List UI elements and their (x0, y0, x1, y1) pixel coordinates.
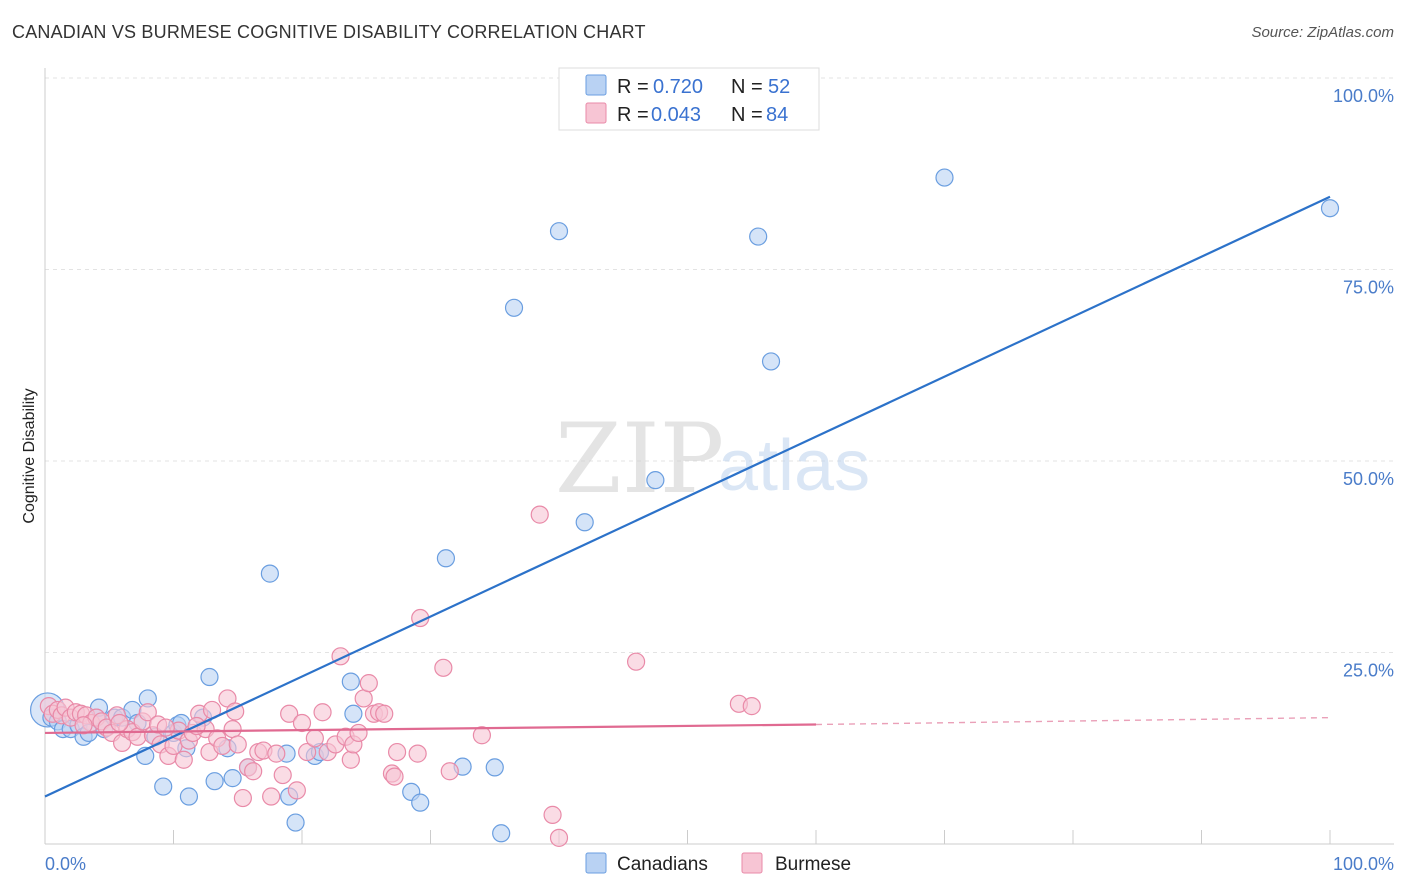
canadians-point-50 (935, 168, 954, 187)
burmese-point-61 (354, 689, 373, 708)
legend-n-value-burmese: 84 (766, 104, 788, 126)
canadians-point-43 (492, 824, 511, 843)
canadians-point-49 (761, 352, 781, 371)
burmese-point-74 (530, 505, 549, 524)
y-tick-label-50: 50.0% (1343, 469, 1394, 489)
canadians-point-23 (179, 787, 199, 806)
canadians-point-30 (260, 564, 279, 583)
y-tick-label-25: 25.0% (1343, 661, 1394, 681)
grid-lines (45, 77, 1394, 653)
x-tick-label-min: 0.0% (45, 854, 86, 874)
legend-r-value-burmese: 0.043 (651, 104, 701, 126)
legend-swatch-burmese (585, 102, 607, 124)
burmese-point-62 (359, 674, 378, 693)
watermark: ZIP atlas (555, 403, 870, 515)
burmese-point-51 (298, 742, 317, 762)
y-axis-label: Cognitive Disability (21, 388, 38, 523)
x-tick-label-max: 100.0% (1333, 854, 1394, 874)
watermark-zip: ZIP (555, 403, 724, 515)
burmese-point-27 (174, 750, 193, 769)
burmese-point-20 (138, 703, 157, 722)
burmese-point-73 (472, 726, 491, 745)
canadians-point-25 (200, 667, 219, 687)
burmese-point-39 (228, 735, 247, 754)
canadians-point-36 (341, 672, 360, 691)
legend-r-label-canadians: R = (617, 76, 649, 98)
burmese-point-80 (74, 716, 93, 735)
chart-title: CANADIAN VS BURMESE COGNITIVE DISABILITY… (12, 22, 646, 42)
burmese-point-76 (549, 828, 569, 847)
burmese-point-75 (543, 805, 562, 824)
burmese-point-67 (385, 767, 404, 786)
canadians-point-33 (286, 813, 305, 832)
burmese-point-72 (440, 762, 459, 781)
legend-swatch-canadians (585, 74, 607, 96)
burmese-point-46 (267, 744, 286, 763)
canadians-point-46 (575, 513, 594, 532)
canadians-point-47 (646, 471, 665, 490)
series-burmese (39, 505, 761, 847)
canadians-trend-line (44, 195, 1331, 798)
series-legend: Canadians Burmese (585, 852, 851, 875)
burmese-point-45 (262, 787, 281, 806)
burmese-point-53 (313, 703, 332, 722)
y-tick-labels: 25.0% 50.0% 75.0% 100.0% (1333, 86, 1394, 681)
burmese-point-50 (292, 713, 312, 733)
canadians-point-18 (154, 777, 173, 796)
canadians-point-51 (1320, 199, 1340, 218)
burmese-point-48 (280, 704, 299, 723)
bottom-legend-swatch-burmese (741, 852, 763, 874)
burmese-point-71 (434, 658, 453, 677)
burmese-point-68 (387, 742, 407, 762)
correlation-legend: R = 0.720 N = 52 R = 0.043 N = 84 (558, 67, 820, 131)
y-tick-label-75: 75.0% (1343, 278, 1394, 298)
legend-n-label-canadians: N = (731, 76, 763, 98)
burmese-point-37 (223, 719, 242, 739)
burmese-point-52 (305, 729, 324, 748)
legend-n-label-burmese: N = (731, 104, 763, 126)
burmese-point-65 (375, 704, 394, 723)
canadians-point-26 (205, 772, 224, 791)
burmese-trend-extension (815, 716, 1331, 726)
chart-source: Source: ZipAtlas.com (1251, 24, 1394, 41)
burmese-point-81 (110, 713, 129, 733)
canadians-point-44 (504, 298, 524, 317)
burmese-point-40 (233, 788, 252, 808)
burmese-point-79 (742, 697, 761, 716)
canadians-point-42 (485, 758, 504, 777)
y-tick-label-100: 100.0% (1333, 86, 1394, 106)
legend-n-value-canadians: 52 (768, 76, 790, 98)
canadians-point-48 (749, 227, 768, 246)
trend-lines (44, 195, 1331, 798)
burmese-point-58 (341, 750, 360, 769)
canadians-point-28 (223, 769, 242, 788)
burmese-point-35 (213, 736, 232, 756)
burmese-point-42 (244, 762, 263, 781)
legend-r-label-burmese: R = (617, 104, 649, 126)
burmese-trend-line (44, 723, 817, 735)
bottom-legend-swatch-canadians (585, 852, 607, 874)
canadians-point-39 (411, 793, 430, 812)
bottom-legend-label-burmese: Burmese (775, 854, 851, 875)
burmese-point-60 (349, 723, 368, 743)
burmese-point-82 (156, 718, 175, 737)
burmese-point-69 (408, 744, 427, 763)
x-tick-marks (173, 830, 1331, 844)
legend-r-value-canadians: 0.720 (653, 76, 703, 98)
bottom-legend-label-canadians: Canadians (617, 854, 708, 875)
canadians-point-37 (344, 704, 363, 723)
canadians-point-40 (436, 549, 456, 568)
canadians-point-45 (549, 222, 569, 241)
burmese-point-77 (626, 652, 646, 671)
burmese-point-47 (273, 765, 292, 785)
burmese-point-49 (287, 781, 306, 800)
watermark-atlas: atlas (718, 426, 870, 506)
